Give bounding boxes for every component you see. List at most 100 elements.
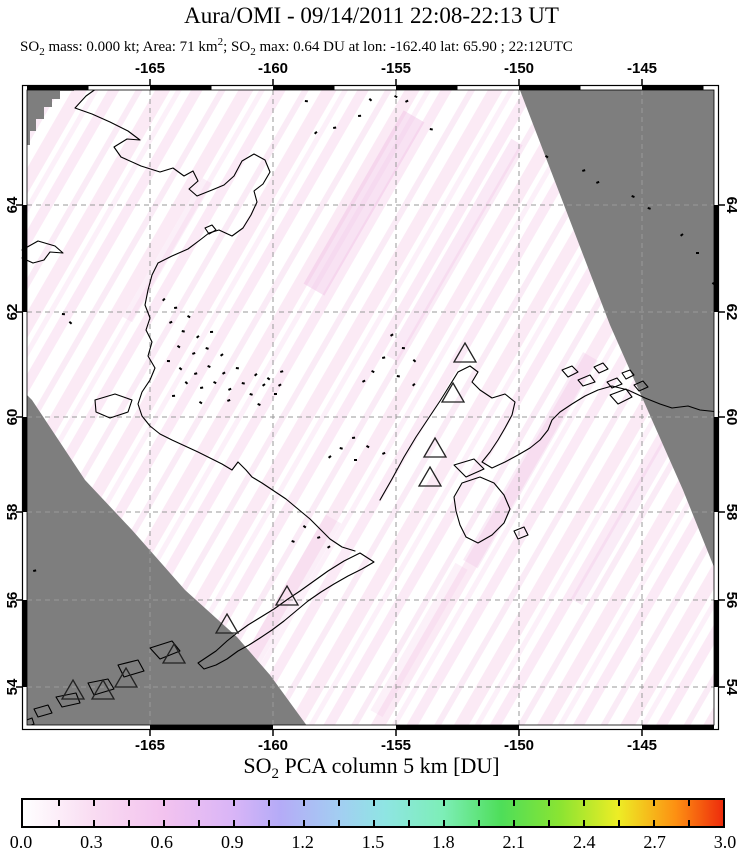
island-speckle <box>192 352 196 355</box>
text-segment: 2 <box>217 36 224 48</box>
colorbar-tick <box>338 800 340 806</box>
island-speckle <box>291 540 295 543</box>
colorbar-tick <box>58 820 60 826</box>
lon-tick-label-bottom: -165 <box>134 737 166 754</box>
island-speckle <box>371 370 375 374</box>
island-speckle <box>680 233 684 237</box>
colorbar-tick-label: 2.1 <box>502 832 526 852</box>
island-speckle <box>178 367 183 371</box>
lon-tick-label-top: -145 <box>626 60 658 77</box>
colorbar-tick <box>478 820 480 826</box>
colorbar-tick <box>408 820 410 826</box>
island-speckle <box>401 347 405 350</box>
colorbar-tick <box>548 820 550 826</box>
colorbar-tick <box>268 820 270 826</box>
island-speckle <box>174 306 178 309</box>
island-speckle <box>254 373 258 377</box>
island-speckle <box>280 370 284 373</box>
island-speckle <box>184 381 189 385</box>
island-speckle <box>181 329 185 333</box>
island-speckle <box>198 401 203 405</box>
island-speckle <box>631 195 635 198</box>
lon-tick-label-top: -160 <box>257 60 289 77</box>
no-data-topleft-corner <box>22 85 74 145</box>
lon-tick-label-top: -150 <box>503 60 535 77</box>
colorbar-tick <box>93 800 95 806</box>
island-speckle <box>176 345 181 349</box>
island-speckle <box>61 313 65 316</box>
colorbar-tick-label: 2.4 <box>572 832 596 852</box>
island-speckle <box>362 379 366 383</box>
colorbar-tick <box>128 820 130 826</box>
colorbar-tick <box>233 820 235 826</box>
island-speckle <box>365 445 370 449</box>
colorbar-tick <box>303 800 305 806</box>
volcano-triangle-marker <box>214 612 240 634</box>
island-speckle <box>172 394 176 397</box>
colorbar-tick <box>303 820 305 826</box>
island-speckle <box>302 525 307 529</box>
island-speckle <box>257 402 261 406</box>
text-segment: ; SO <box>223 39 251 55</box>
colorbar-tick <box>618 800 620 806</box>
colorbar-tick <box>198 820 200 826</box>
island-speckle <box>317 536 321 539</box>
island-speckle <box>596 180 600 184</box>
island-speckle <box>368 98 373 102</box>
colorbar-tick <box>653 820 655 826</box>
island-speckle <box>313 130 318 135</box>
island-speckle <box>429 128 433 131</box>
colorbar-tick <box>128 800 130 806</box>
volcano-markers <box>60 341 478 700</box>
island-speckle <box>222 371 226 375</box>
map-frame <box>16 79 725 736</box>
colorbar-tick-label: 0.9 <box>220 832 244 852</box>
text-segment: 2 <box>39 46 45 58</box>
colorbar <box>21 798 725 828</box>
plot-title: Aura/OMI - 09/14/2011 22:08-22:13 UT <box>184 3 559 28</box>
volcano-triangle-marker <box>161 642 187 664</box>
colorbar-tick-label: 0.0 <box>9 832 33 852</box>
island-speckle <box>412 382 416 387</box>
island-speckle <box>647 207 651 210</box>
island-speckle <box>266 376 271 381</box>
island-speckle <box>358 114 362 117</box>
colorbar-tick <box>373 800 375 806</box>
island-speckle <box>278 383 282 387</box>
island-speckle <box>195 335 200 339</box>
colorbar-tick <box>58 800 60 806</box>
island-speckle <box>261 383 266 387</box>
island-speckle <box>328 455 332 459</box>
island-speckle <box>166 360 170 363</box>
so2-info-line: SO2 mass: 0.000 kt; Area: 71 km2; SO2 ma… <box>20 36 573 58</box>
island-speckle <box>241 382 245 385</box>
text-segment: 2 <box>271 766 280 782</box>
island-speckle <box>227 387 232 391</box>
island-speckle <box>227 398 231 402</box>
island-speckle <box>396 374 400 378</box>
colorbar-tick <box>513 800 515 806</box>
colorbar-tick <box>338 820 340 826</box>
text-segment: PCA column 5 km [DU] <box>279 753 500 778</box>
map-panel <box>16 79 725 736</box>
volcano-triangle-marker <box>452 341 478 363</box>
island-speckle <box>339 446 343 450</box>
colorbar-tick-label: 2.7 <box>643 832 666 852</box>
island-speckle <box>412 359 417 363</box>
volcano-triangle-marker <box>422 436 448 458</box>
colorbar-tick <box>268 800 270 806</box>
colorbar-tick <box>478 800 480 806</box>
island-speckle <box>162 297 166 302</box>
text-segment: max: 0.64 DU at lon: -162.40 lat: 65.90 … <box>255 39 573 55</box>
lon-tick-label-bottom: -150 <box>503 737 535 754</box>
island-speckle <box>194 372 198 375</box>
island-speckle <box>205 347 209 350</box>
colorbar-tick-label: 1.8 <box>432 832 455 852</box>
island-speckle <box>304 100 308 103</box>
volcano-triangle-marker <box>60 678 86 700</box>
map-speckles <box>33 95 716 572</box>
island-speckle <box>696 252 699 254</box>
lon-tick-label-bottom: -145 <box>626 737 658 754</box>
lon-tick-label-bottom: -160 <box>257 737 289 754</box>
